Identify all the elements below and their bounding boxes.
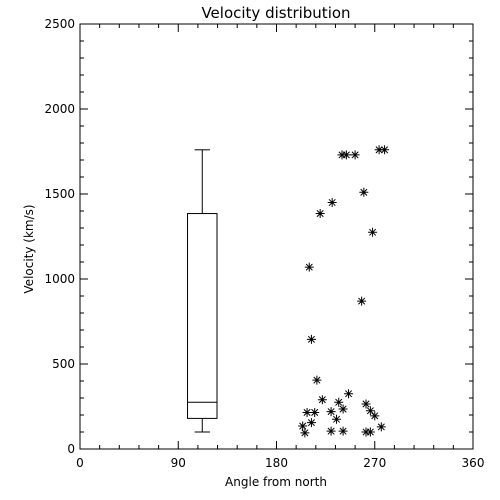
y-axis: 0 500 1000 1500 2000 2500 — [44, 17, 473, 456]
y-axis-title: Velocity (km/s) — [22, 204, 36, 293]
x-tick-label: 270 — [363, 456, 386, 470]
scatter-point — [304, 262, 314, 272]
chart-title: Velocity distribution — [201, 4, 350, 22]
scatter-point — [298, 421, 308, 431]
scatter-point — [365, 427, 375, 437]
scatter-point — [374, 145, 384, 155]
scatter-point — [312, 375, 322, 385]
scatter-point — [361, 399, 371, 409]
scatter-point — [359, 187, 369, 197]
y-tick-label: 2000 — [44, 102, 75, 116]
y-tick-label: 0 — [67, 442, 75, 456]
scatter-point — [326, 407, 336, 417]
y-tick-label: 500 — [52, 357, 75, 371]
boxplot — [187, 149, 218, 433]
scatter-point — [357, 296, 367, 306]
x-tick-label: 90 — [171, 456, 186, 470]
scatter-point — [300, 428, 310, 438]
scatter-point — [315, 209, 325, 219]
scatter-point — [350, 150, 360, 160]
y-tick-label: 2500 — [44, 17, 75, 31]
scatter-point — [344, 389, 354, 399]
scatter-point — [302, 407, 312, 417]
plot-border — [79, 23, 474, 450]
y-tick-label: 1500 — [44, 187, 75, 201]
x-tick-label: 0 — [76, 456, 84, 470]
x-tick-label: 180 — [265, 456, 288, 470]
scatter-point — [370, 411, 380, 421]
scatter-point — [368, 227, 378, 237]
scatter-point — [310, 407, 320, 417]
scatter-point — [338, 404, 348, 414]
scatter-point — [317, 395, 327, 405]
y-tick-label: 1000 — [44, 272, 75, 286]
scatter-point — [334, 397, 344, 407]
x-axis: 0 90 180 270 360 — [76, 24, 484, 470]
scatter-point — [380, 145, 390, 155]
scatter-point — [327, 198, 337, 207]
x-axis-title: Angle from north — [225, 475, 327, 489]
scatter-point — [326, 426, 336, 436]
scatter-points — [298, 145, 390, 438]
scatter-point — [306, 418, 316, 428]
scatter-point — [365, 406, 375, 416]
x-tick-label: 360 — [462, 456, 485, 470]
scatter-point — [306, 334, 316, 344]
plot-frame — [79, 23, 474, 450]
scatter-point — [332, 414, 342, 424]
scatter-point — [338, 426, 348, 436]
boxplot-box — [187, 213, 218, 419]
scatter-point — [341, 150, 351, 160]
scatter-point — [376, 422, 386, 432]
